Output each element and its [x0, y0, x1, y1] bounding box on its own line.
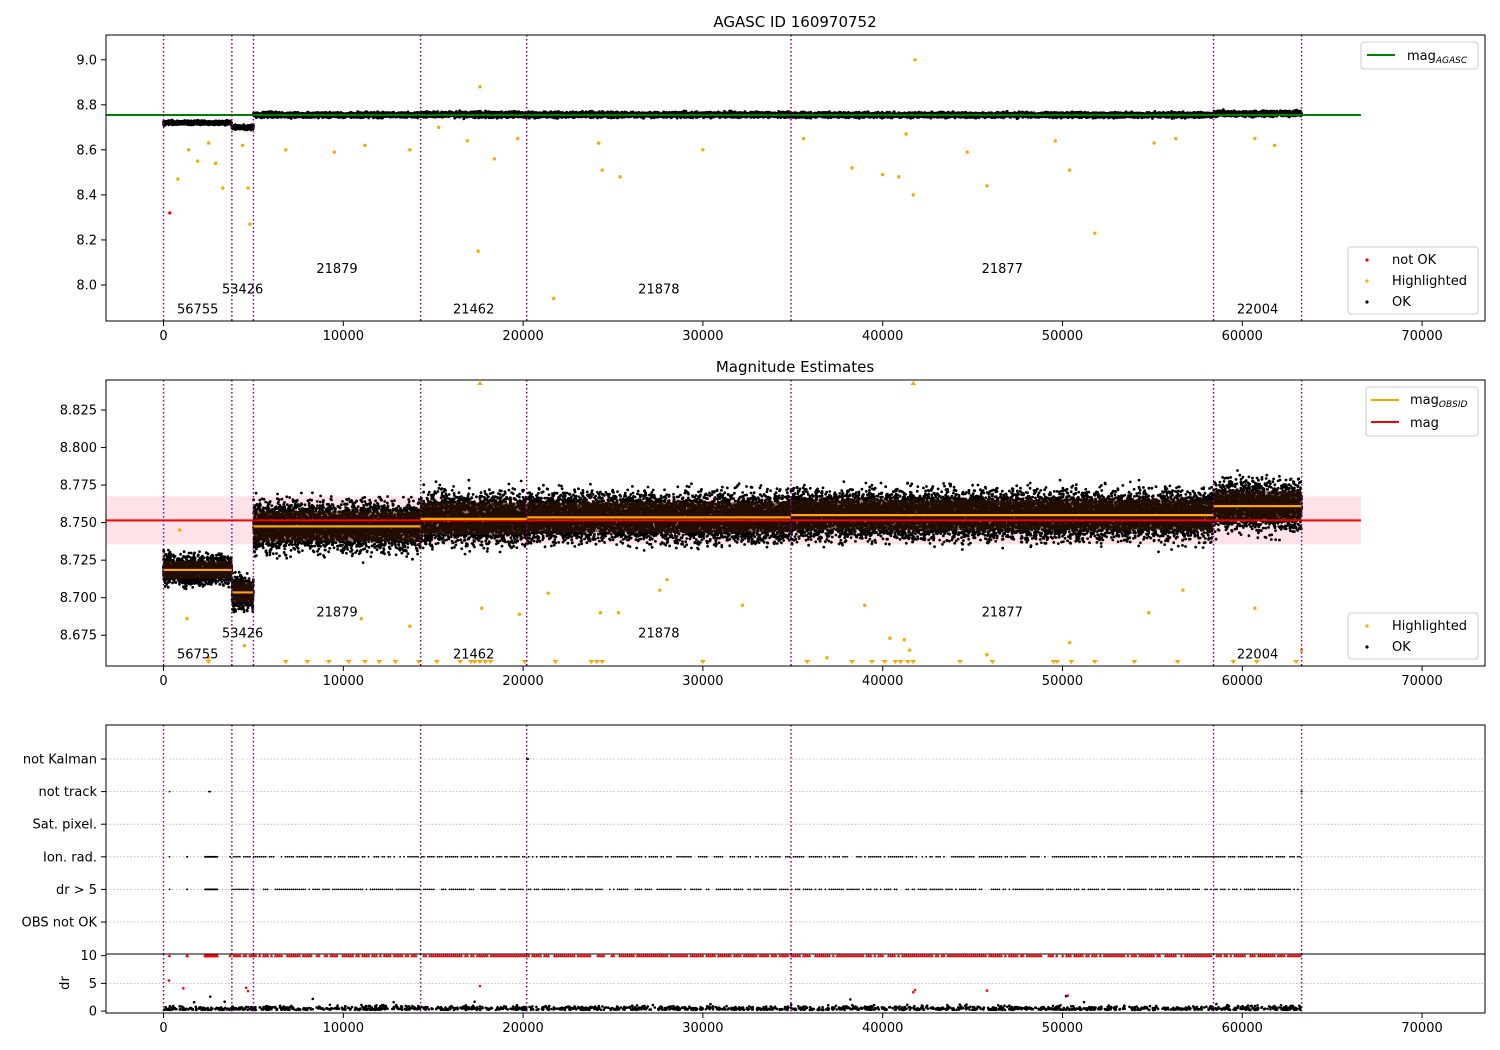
agasc-ok-point [185, 122, 188, 125]
agasc-ok-point [309, 116, 312, 119]
agasc-ok-point [220, 121, 223, 124]
agasc-ok-point [236, 125, 239, 128]
agasc-ok-point [163, 124, 166, 127]
agasc-ok-point [207, 122, 210, 125]
agasc-ok-point [362, 116, 365, 119]
agasc-ok-point [249, 127, 252, 130]
agasc-ok-point [245, 126, 248, 129]
agasc-ok-point [188, 120, 191, 123]
agasc-ok-point [311, 112, 314, 115]
agasc-ok-point [214, 121, 217, 124]
agasc-ok-point [385, 111, 388, 114]
agasc-ok-point [167, 123, 170, 126]
agasc-ok-point [174, 122, 177, 125]
agasc-ok-point [204, 122, 207, 125]
panel-agasc-title: AGASC ID 160970752 [713, 13, 876, 31]
agasc-ok-point [226, 122, 229, 125]
agasc-ok-point [234, 125, 237, 128]
agasc-ok-point [407, 111, 410, 114]
agasc-ok-point [197, 122, 200, 125]
agasc-ok-point [182, 122, 185, 125]
agasc-ok-point [218, 123, 221, 126]
agasc-ok-point [241, 127, 244, 130]
agasc-ok-point [268, 112, 271, 115]
panel-agasc: AGASC ID 160970752 567555342621879214622… [76, 13, 1485, 344]
agasc-ok-point [191, 121, 194, 124]
agasc-ok-point [170, 121, 173, 124]
